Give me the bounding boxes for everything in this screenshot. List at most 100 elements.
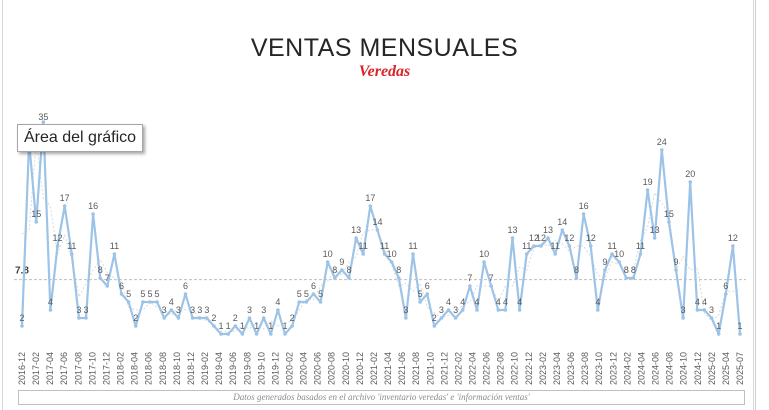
data-point xyxy=(596,308,600,312)
x-tick-label: 2016-12 xyxy=(17,352,27,385)
data-point xyxy=(141,300,145,304)
data-label: 1 xyxy=(254,321,259,331)
data-point xyxy=(489,284,493,288)
x-tick-label: 2018-02 xyxy=(116,352,126,385)
data-label: 3 xyxy=(197,305,202,315)
data-label: 13 xyxy=(351,225,361,235)
data-label: 13 xyxy=(508,225,518,235)
data-point xyxy=(240,332,245,336)
data-label: 16 xyxy=(88,201,98,211)
data-label: 35 xyxy=(38,112,48,122)
data-label: 3 xyxy=(204,305,209,315)
data-label: 6 xyxy=(119,281,124,291)
data-label: 13 xyxy=(650,225,660,235)
data-point xyxy=(617,260,621,264)
chart-area-tooltip: Área del gráfico xyxy=(17,124,144,152)
x-tick-label: 2018-06 xyxy=(144,352,154,385)
x-tick-label: 2019-10 xyxy=(256,352,266,385)
data-point xyxy=(84,316,88,320)
data-label: 5 xyxy=(297,289,302,299)
data-label: 4 xyxy=(595,297,600,307)
data-label: 6 xyxy=(311,281,316,291)
data-point xyxy=(418,300,422,304)
data-label: 1 xyxy=(268,321,273,331)
data-label: 5 xyxy=(140,289,145,299)
data-point xyxy=(574,276,579,280)
data-point xyxy=(297,300,302,304)
data-label: 3 xyxy=(681,305,686,315)
data-point xyxy=(98,276,102,280)
data-point xyxy=(41,120,46,124)
data-label: 12 xyxy=(586,233,596,243)
x-tick-label: 2022-06 xyxy=(482,352,492,385)
data-point xyxy=(254,332,259,336)
scrollbar[interactable] xyxy=(755,0,769,410)
data-label: 1 xyxy=(283,321,288,331)
data-label: 24 xyxy=(657,137,667,147)
data-point xyxy=(631,276,636,280)
data-point xyxy=(539,244,543,248)
data-label: 5 xyxy=(304,289,309,299)
data-point xyxy=(731,244,735,248)
x-tick-label: 2021-06 xyxy=(397,352,407,385)
data-label: 11 xyxy=(607,241,616,251)
data-label: 11 xyxy=(408,241,417,251)
data-point xyxy=(723,292,728,296)
data-label: 16 xyxy=(579,201,589,211)
x-tick-label: 2021-12 xyxy=(439,352,449,385)
data-label: 12 xyxy=(728,233,738,243)
x-tick-label: 2024-10 xyxy=(679,352,689,385)
data-label: 1 xyxy=(219,321,224,331)
x-tick-label: 2024-08 xyxy=(665,352,675,385)
x-tick-label: 2023-08 xyxy=(580,352,590,385)
data-point xyxy=(169,308,174,312)
data-point xyxy=(119,292,124,296)
data-label: 5 xyxy=(147,289,152,299)
data-point xyxy=(176,316,181,320)
data-point xyxy=(340,268,344,272)
data-label: 8 xyxy=(332,265,337,275)
x-tick-label: 2019-08 xyxy=(242,352,252,385)
data-point xyxy=(560,228,565,232)
data-point xyxy=(318,300,323,304)
data-point xyxy=(468,284,472,288)
data-point xyxy=(404,316,408,320)
data-label: 12 xyxy=(529,233,539,243)
data-label: 4 xyxy=(695,297,700,307)
data-point xyxy=(382,252,387,256)
data-point xyxy=(695,308,700,312)
data-label: 4 xyxy=(474,297,479,307)
data-point xyxy=(354,236,358,240)
x-tick-label: 2022-10 xyxy=(510,352,520,385)
data-point xyxy=(311,292,316,296)
data-point xyxy=(702,308,707,312)
data-label: 11 xyxy=(380,241,389,251)
data-point xyxy=(517,308,522,312)
data-point xyxy=(496,308,501,312)
data-label: 17 xyxy=(60,193,70,203)
data-label: 3 xyxy=(403,305,408,315)
data-point xyxy=(77,316,81,320)
chart-subtitle: Veredas xyxy=(358,63,411,80)
x-tick-label: 2021-08 xyxy=(411,352,421,385)
x-tick-label: 2020-12 xyxy=(355,352,365,385)
data-label: 4 xyxy=(48,297,53,307)
data-label: 5 xyxy=(318,289,323,299)
data-point xyxy=(624,276,629,280)
data-label: 12 xyxy=(536,233,546,243)
data-label: 10 xyxy=(323,249,333,259)
data-point xyxy=(411,252,415,256)
data-label: 5 xyxy=(418,289,423,299)
data-point xyxy=(688,180,693,184)
x-tick-label: 2020-08 xyxy=(327,352,337,385)
data-label: 20 xyxy=(685,169,695,179)
data-label: 8 xyxy=(574,265,579,275)
data-point xyxy=(226,332,230,336)
x-tick-label: 2024-06 xyxy=(651,352,661,385)
data-point xyxy=(48,308,53,312)
data-point xyxy=(482,260,486,264)
x-tick-label: 2018-04 xyxy=(130,352,140,385)
data-point xyxy=(276,308,280,312)
data-point xyxy=(567,244,572,248)
data-label: 2 xyxy=(432,313,437,323)
